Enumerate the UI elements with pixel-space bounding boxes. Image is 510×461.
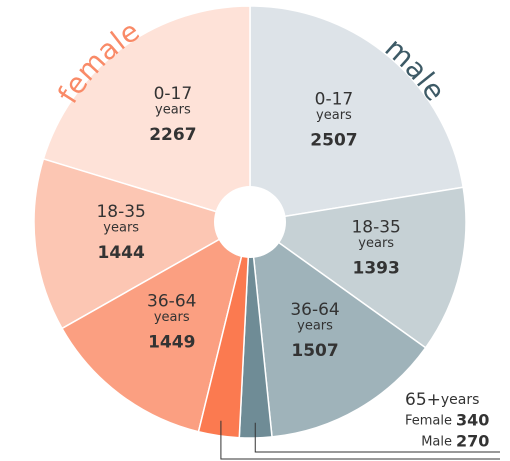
slice xyxy=(61,220,252,433)
annotation: 65+years Female 340 Male 270 xyxy=(405,390,489,451)
slice xyxy=(249,220,427,438)
slice-unit: years xyxy=(358,236,394,251)
slice-unit: years xyxy=(297,319,333,334)
slice-category: 0-17 xyxy=(154,84,193,104)
slice-unit: years xyxy=(103,221,139,236)
labels: 0-17years250718-35years139336-64years150… xyxy=(96,84,500,460)
slice-value: 1444 xyxy=(98,243,145,263)
slice-value: 1393 xyxy=(353,259,400,279)
slice-value: 2507 xyxy=(310,130,357,150)
annotation-female-value: 340 xyxy=(456,411,489,430)
annotation-unit: years xyxy=(441,392,480,408)
leader-line xyxy=(254,422,500,453)
annotation-title: 65+years xyxy=(405,390,479,410)
slice-category: 36-64 xyxy=(290,300,339,320)
slice xyxy=(249,5,465,223)
slice-category: 18-35 xyxy=(351,218,400,238)
slice-unit: years xyxy=(155,102,191,117)
slice-unit: years xyxy=(154,310,190,325)
annotation-male-label: Male xyxy=(421,435,452,450)
slices xyxy=(33,5,467,439)
slice xyxy=(197,221,251,439)
slice xyxy=(33,157,252,330)
slice-category: 36-64 xyxy=(147,291,196,311)
leader-line xyxy=(220,420,500,460)
slice-unit: years xyxy=(316,108,352,123)
slice-value: 1449 xyxy=(148,332,195,352)
annotation-female-label: Female xyxy=(405,414,452,429)
slice xyxy=(42,5,251,224)
slice-value: 1507 xyxy=(291,341,338,361)
annotation-male-value: 270 xyxy=(456,432,489,451)
slice-category: 18-35 xyxy=(96,202,145,222)
annotation-age: 65+ xyxy=(405,390,441,410)
slice-category: 0-17 xyxy=(315,89,354,109)
slice-value: 2267 xyxy=(149,125,196,145)
slice xyxy=(248,186,467,349)
center-hole xyxy=(214,186,286,258)
